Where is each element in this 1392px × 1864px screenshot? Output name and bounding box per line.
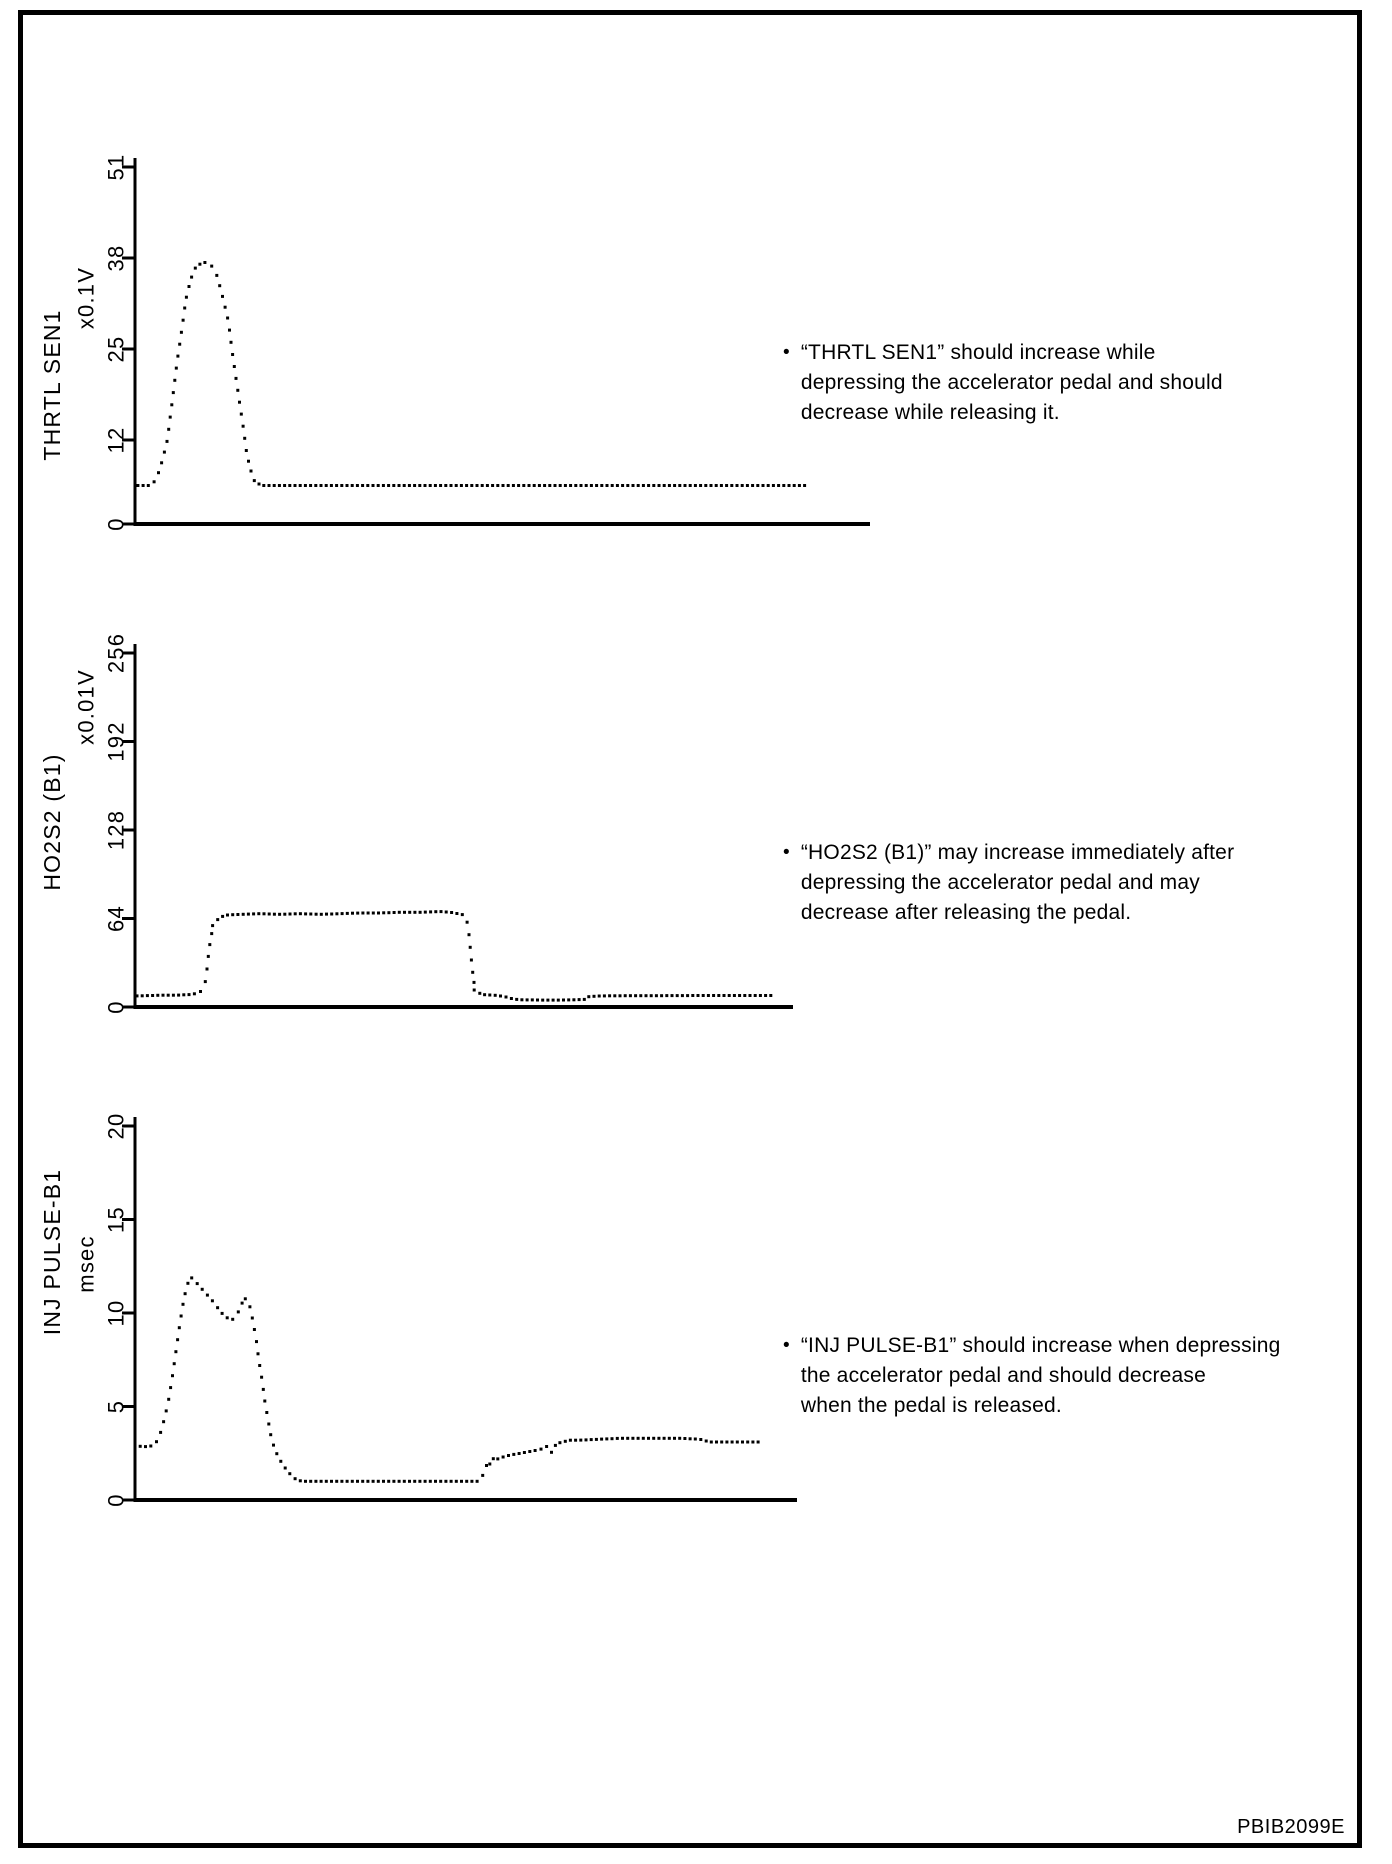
annotation-line: “THRTL SEN1” should increase while xyxy=(800,341,1156,364)
y-tick-label: 51 xyxy=(104,154,129,181)
trace-dots xyxy=(136,261,807,487)
y-tick-label: 10 xyxy=(104,1300,129,1327)
y-tick-label: 0 xyxy=(104,517,129,530)
annotation-text: “THRTL SEN1” should increase while depre… xyxy=(801,338,1223,428)
y-tick-label: 38 xyxy=(104,245,129,272)
annotation-line: decrease after releasing the pedal. xyxy=(800,901,1132,924)
annotation-line: when the pedal is released. xyxy=(800,1394,1062,1417)
annotation-inj-pulse-b1: • “INJ PULSE-B1” should increase when de… xyxy=(783,1331,1392,1421)
axis-unit-label: msec xyxy=(74,1235,99,1292)
bullet-icon: • xyxy=(783,1335,790,1356)
trace-dots xyxy=(133,1276,760,1483)
y-tick-label: 25 xyxy=(104,336,129,363)
annotation-line: decrease while releasing it. xyxy=(800,401,1060,424)
annotation-line: depressing the accelerator pedal and may xyxy=(800,871,1200,894)
figure-code: PBIB2099E xyxy=(1237,1816,1345,1838)
y-tick-label: 20 xyxy=(104,1113,129,1140)
y-tick-label: 128 xyxy=(104,810,129,850)
annotation-text: “INJ PULSE-B1” should increase when depr… xyxy=(801,1331,1281,1421)
y-tick-label: 192 xyxy=(104,721,129,761)
y-tick-label: 256 xyxy=(104,633,129,673)
y-tick-label: 15 xyxy=(104,1206,129,1233)
bullet-icon: • xyxy=(783,842,790,863)
annotation-text: “HO2S2 (B1)” may increase immediately af… xyxy=(801,838,1234,928)
channel-name-label: HO2S2 (B1) xyxy=(39,753,65,890)
chart-inj-pulse-b1: 0 5 10 15 20 msec INJ PULSE-B1 xyxy=(39,1113,797,1507)
bullet-icon: • xyxy=(783,342,790,363)
chart-thrtl-sen1: 0 12 25 38 51 x0.1V THRTL SEN1 xyxy=(39,154,870,531)
annotation-line: depressing the accelerator pedal and sho… xyxy=(800,371,1223,394)
channel-name-label: THRTL SEN1 xyxy=(39,309,65,460)
annotation-line: the accelerator pedal and should decreas… xyxy=(800,1364,1206,1387)
annotation-line: “HO2S2 (B1)” may increase immediately af… xyxy=(800,841,1235,864)
trace-dots xyxy=(135,910,773,1002)
y-tick-label: 0 xyxy=(104,1493,129,1506)
y-tick-label: 0 xyxy=(104,1000,129,1013)
channel-name-label: INJ PULSE-B1 xyxy=(39,1169,65,1336)
axis-unit-label: x0.1V xyxy=(74,267,99,329)
annotation-ho2s2-b1: • “HO2S2 (B1)” may increase immediately … xyxy=(783,838,1392,928)
y-tick-label: 64 xyxy=(104,905,129,932)
y-tick-label: 12 xyxy=(104,427,129,454)
annotation-thrtl-sen1: • “THRTL SEN1” should increase while dep… xyxy=(783,338,1392,428)
axis-unit-label: x0.01V xyxy=(74,669,99,745)
y-tick-label: 5 xyxy=(104,1400,129,1413)
annotation-line: “INJ PULSE-B1” should increase when depr… xyxy=(800,1334,1281,1357)
